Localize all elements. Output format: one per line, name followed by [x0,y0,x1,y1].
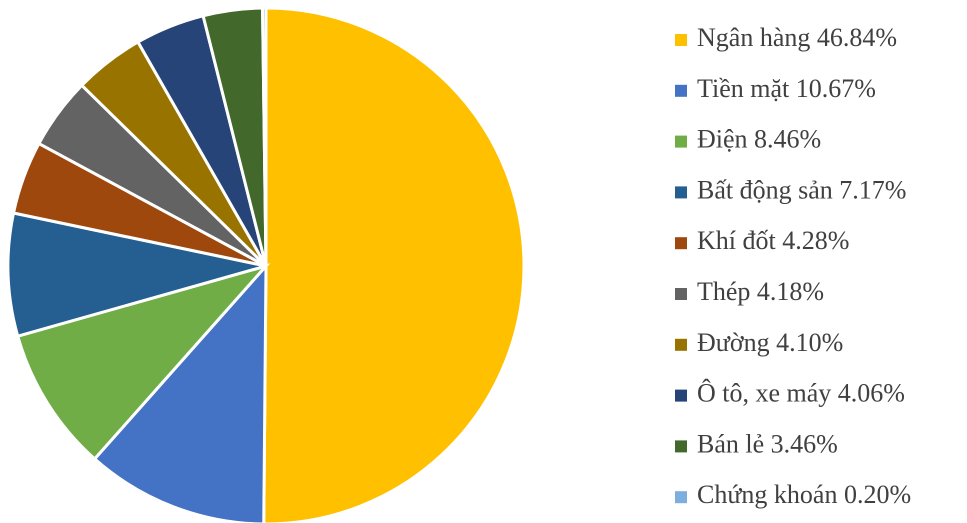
legend-label: Khí đốt 4.28% [697,226,849,255]
legend-swatch [675,491,687,504]
legend-label: Bất động sản 7.17% [697,175,906,204]
pie-slice [92,262,268,523]
legend-label: Thép 4.18% [697,277,824,306]
legend-swatch [675,135,687,148]
legend-swatch [675,338,687,351]
legend-label: Bán lẻ 3.46% [697,429,838,458]
legend-swatch [675,34,687,46]
pie-slice [261,6,268,267]
legend-swatch [675,84,687,97]
legend-label: Ngân hàng 46.84% [697,23,897,52]
legend-label: Điện 8.46% [697,125,821,154]
legend-label: Đường 4.10% [697,328,843,357]
pie-slice [262,6,526,523]
legend-swatch [675,237,687,250]
legend-swatch [675,440,687,453]
legend-label: Chứng khoán 0.20% [697,480,911,509]
legend-swatch [675,186,687,199]
legend-label: Ô tô, xe máy 4.06% [697,379,905,408]
pie-slice [15,263,271,461]
pie-slice [6,211,267,339]
legend-swatch [675,288,687,300]
legend-label: Tiền mặt 10.67% [697,74,876,103]
legend-swatch [675,389,687,402]
